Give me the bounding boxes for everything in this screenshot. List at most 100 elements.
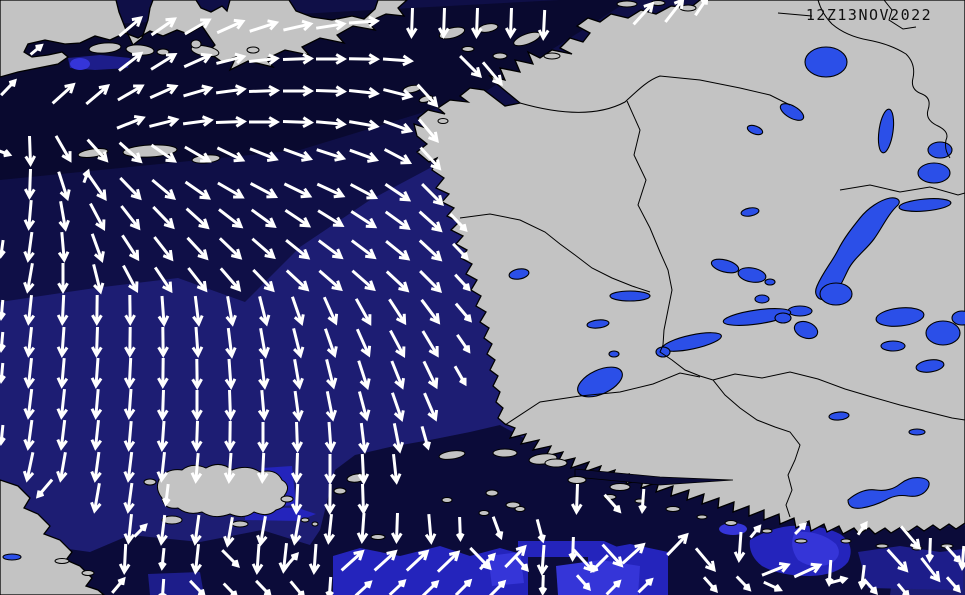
wind-arrow [184,18,212,36]
wind-arrow [388,298,407,326]
wind-arrow [57,263,69,295]
wind-arrow [248,84,280,97]
wind-arrow [23,294,36,326]
wind-arrow [354,580,373,595]
wind-arrow [0,78,17,97]
wind-arrow [323,513,336,545]
wind-arrow [91,294,103,327]
wind-arrow [449,213,468,233]
wind-arrow [470,7,483,39]
wind-arrow [123,513,136,545]
wind-arrow [251,543,264,575]
wind-arrow [351,269,376,292]
wind-arrow [157,295,170,327]
wind-arrow [537,9,550,41]
wind-arrow [290,483,303,515]
wind-arrow [184,145,212,163]
wind-arrow [385,240,411,261]
wind-arrow [190,452,203,484]
wind-arrow [570,483,583,515]
wind-arrow [191,358,203,391]
wind-arrow [158,547,167,571]
wind-arrow [124,294,136,327]
wind-arrow [23,357,36,389]
wind-arrow [182,115,214,127]
wind-arrow [324,483,336,516]
wind-arrow [86,138,109,163]
wind-arrow [257,389,270,421]
wind-arrow [317,239,344,260]
wind-arrow [157,326,169,359]
wind-arrow [23,419,35,451]
wind-arrow [252,268,275,293]
wind-arrow [120,205,141,231]
wind-arrow [568,536,578,563]
wind-arrow [958,545,965,571]
wind-arrow [156,420,169,452]
wind-arrow [219,267,242,292]
wind-arrow [945,545,962,564]
wind-arrow [603,493,622,514]
wind-arrow [223,452,236,484]
wind-arrow [123,451,135,483]
wind-arrow [123,357,136,389]
wind-arrow [224,389,237,421]
wind-arrow [111,576,126,594]
wind-arrow [23,262,35,294]
wind-arrow [350,210,378,229]
wind-arrow [92,264,105,295]
wind-arrow [421,580,440,595]
wind-arrow [290,452,303,484]
wind-arrow [436,550,461,573]
islands-group [54,0,954,576]
wind-arrow [382,54,414,67]
wind-arrow [323,328,338,359]
wind-arrow [761,562,791,577]
wind-arrow [384,182,412,202]
wind-arrow [423,392,439,422]
wind-arrow [216,146,246,163]
wind-arrow [763,580,783,592]
wind-arrow [57,231,70,263]
wind-arrow [488,579,507,595]
wind-arrow [945,576,961,593]
wind-arrow [85,84,111,106]
wind-arrow [185,207,210,230]
lakes-group [2,46,965,561]
wind-arrow [420,298,441,325]
wind-arrow [702,576,718,593]
wind-arrow [632,1,655,26]
wind-arrow [405,7,418,39]
wind-arrow [384,210,411,230]
wind-arrow [694,547,716,573]
wind-arrow [325,359,338,390]
wind-arrow [491,516,504,541]
wind-arrow [357,360,371,391]
wind-arrow [749,524,762,539]
wind-arrow [325,576,334,595]
wind-arrow [862,578,878,595]
wind-arrow [56,451,68,483]
wind-arrow [189,579,206,595]
wind-arrow [216,18,246,35]
wind-arrow [358,422,370,454]
wind-arrow [373,549,398,572]
wind-arrow [23,168,36,200]
wind-arrow [118,141,143,164]
wind-arrow [479,552,496,571]
wind-arrow [453,365,467,387]
wind-arrow [82,168,91,184]
wind-arrow [124,326,136,359]
wind-arrow [355,328,372,358]
wind-arrow [285,239,311,260]
wind-arrow [856,520,868,536]
wind-arrow [150,53,178,71]
wind-arrow [340,549,365,572]
wind-arrow [149,115,180,128]
wind-arrow [187,267,208,293]
wind-arrow [118,543,131,575]
wind-arrow [290,514,302,546]
wind-arrow [283,19,314,32]
